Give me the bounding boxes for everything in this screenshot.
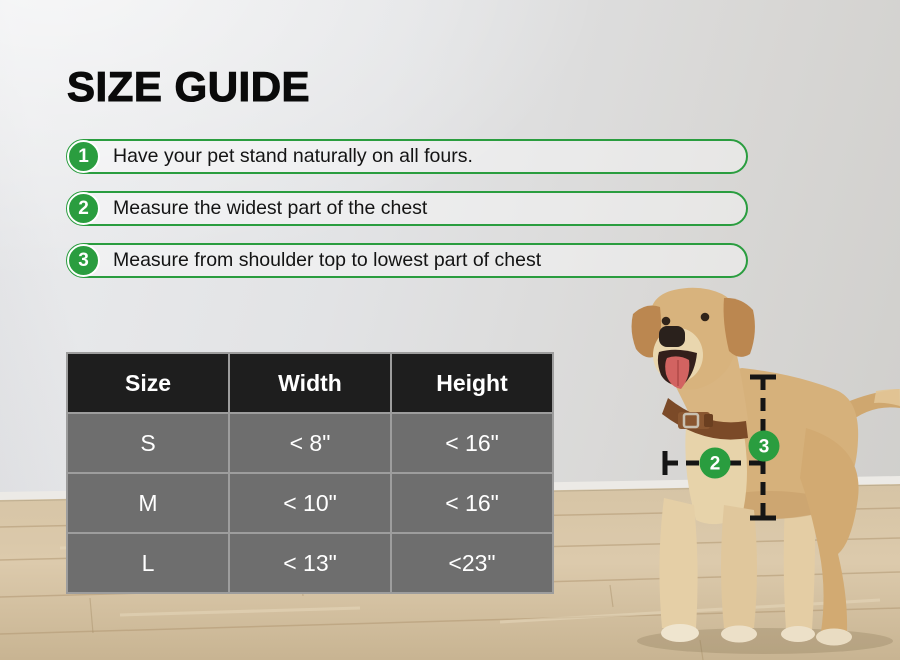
dog-ear-right xyxy=(723,297,755,357)
col-header-height: Height xyxy=(390,352,554,414)
cell-width-l: < 13" xyxy=(228,532,392,594)
size-table-row-m: M < 10" < 16" xyxy=(66,472,554,534)
step-2-text: Measure the widest part of the chest xyxy=(113,196,428,219)
size-table-header-row: Size Width Height xyxy=(66,352,554,414)
dog-eye-left xyxy=(661,316,671,326)
step-3-text: Measure from shoulder top to lowest part… xyxy=(113,248,542,271)
size-table-row-s: S < 8" < 16" xyxy=(66,412,554,474)
cell-size-s: S xyxy=(66,412,230,474)
cell-height-m: < 16" xyxy=(390,472,554,534)
step-3-badge: 3 xyxy=(67,244,100,277)
step-2-badge: 2 xyxy=(67,192,100,225)
size-table-row-l: L < 13" <23" xyxy=(66,532,554,594)
dog-collar xyxy=(662,398,748,440)
cell-size-l: L xyxy=(66,532,230,594)
dog-illustration xyxy=(631,287,900,654)
cell-width-m: < 10" xyxy=(228,472,392,534)
cell-width-s: < 8" xyxy=(228,412,392,474)
dog-nose xyxy=(659,326,685,347)
measure-badge-2-label: 2 xyxy=(710,454,721,475)
measure-badge-3-label: 3 xyxy=(759,437,770,458)
cell-size-m: M xyxy=(66,472,230,534)
cell-height-l: <23" xyxy=(390,532,554,594)
dog-ear-left xyxy=(631,305,661,358)
col-header-width: Width xyxy=(228,352,392,414)
measure-badge-3-circle xyxy=(748,430,780,462)
step-2-pill: 2 Measure the widest part of the chest xyxy=(66,191,748,226)
cell-height-s: < 16" xyxy=(390,412,554,474)
step-1-badge: 1 xyxy=(67,140,100,173)
size-table: Size Width Height S < 8" < 16" M < 10" <… xyxy=(66,352,554,594)
step-3-pill: 3 Measure from shoulder top to lowest pa… xyxy=(66,243,748,278)
step-1-pill: 1 Have your pet stand naturally on all f… xyxy=(66,139,748,174)
measure-badge-2-circle xyxy=(699,447,731,479)
page-title: SIZE GUIDE xyxy=(66,63,311,110)
col-header-size: Size xyxy=(66,352,230,414)
dog-eye-right xyxy=(700,312,710,322)
step-1-text: Have your pet stand naturally on all fou… xyxy=(113,144,473,167)
measurement-badges: 2 3 xyxy=(699,430,780,479)
